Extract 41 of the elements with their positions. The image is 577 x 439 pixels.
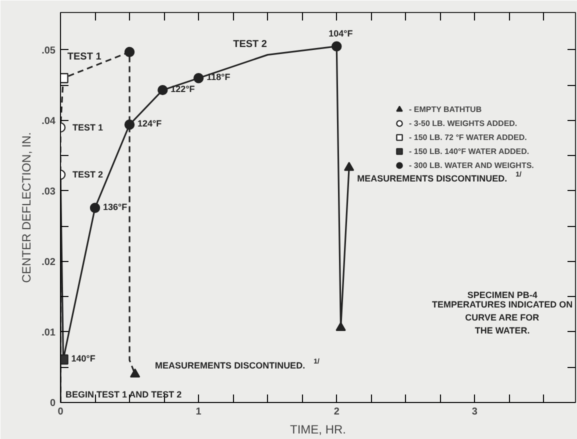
legend-label: - 150 LB. 72 °F WATER ADDED. xyxy=(409,132,527,144)
x-tick-label: 0 xyxy=(58,406,64,418)
x-tick-label: 1 xyxy=(196,406,202,418)
annotation: SPECIMEN PB-4 xyxy=(467,290,538,300)
point xyxy=(124,120,135,130)
point xyxy=(344,162,354,171)
y-tick-label: .03 xyxy=(42,186,56,198)
annotation: 124°F xyxy=(138,118,162,129)
annotation: 104°F xyxy=(328,28,354,38)
point xyxy=(124,46,135,58)
annotation: TEST 1 xyxy=(72,122,104,132)
point xyxy=(193,72,204,84)
annotation: 118°F xyxy=(206,72,231,82)
annotation: TEST 2 xyxy=(72,170,104,180)
annotation: 122°F xyxy=(170,84,196,94)
x-axis-title: TIME, HR. xyxy=(290,422,346,436)
legend-label: - 300 LB. WATER AND WEIGHTS. xyxy=(409,160,534,171)
y-axis-title: CENTER DEFLECTION, IN. xyxy=(20,132,34,283)
annotation: 140°F xyxy=(71,353,96,364)
point xyxy=(336,322,346,331)
y-tick-label: .04 xyxy=(42,116,56,127)
point xyxy=(90,202,100,213)
point xyxy=(60,354,68,365)
y-tick-label: .05 xyxy=(42,45,56,56)
x-tick-label: 3 xyxy=(472,406,478,418)
point xyxy=(158,84,168,96)
legend-label: - 3-50 LB. WEIGHTS ADDED. xyxy=(409,118,518,130)
annotation: 136°F xyxy=(103,202,128,212)
series-label: TEST 2 xyxy=(233,38,268,50)
point xyxy=(60,72,68,84)
point xyxy=(332,41,342,52)
annotation: BEGIN TEST 1 AND TEST 2 xyxy=(66,390,182,400)
y-tick-label: 0 xyxy=(50,398,56,409)
annotation: TEMPERATURES INDICATED ON CURVE ARE FOR THE WATER. xyxy=(432,300,573,336)
y-tick-label: .02 xyxy=(42,256,56,268)
y-tick-label: .01 xyxy=(42,327,56,338)
legend-label: - EMPTY BATHTUB xyxy=(409,104,482,116)
x-tick-label: 2 xyxy=(334,406,340,418)
series-label: TEST 1 xyxy=(67,52,102,63)
legend-label: - 150 LB. 140°F WATER ADDED. xyxy=(409,146,530,158)
point xyxy=(130,368,140,378)
